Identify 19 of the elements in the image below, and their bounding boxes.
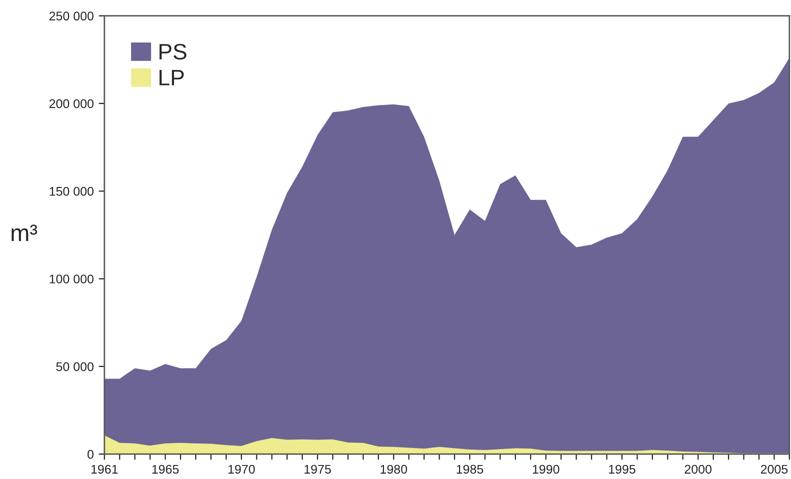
legend-label: PS — [160, 44, 186, 60]
x-tick-label: 2005 — [760, 464, 788, 474]
x-tick-label: 1970 — [228, 464, 255, 474]
x-tick-label: 1961 — [91, 464, 118, 474]
x-tick-label: 1980 — [380, 464, 408, 474]
y-tick-label: 250 000 — [49, 12, 94, 20]
y-tick-label: 150 000 — [50, 186, 94, 196]
x-tick-label: 1985 — [456, 464, 484, 474]
y-tick-label: 0 — [88, 450, 94, 459]
x-tick-label: 1990 — [532, 464, 560, 474]
x-tick-label: 1995 — [609, 464, 636, 474]
y-tick-label: 50 000 — [56, 362, 94, 372]
x-tick-label: 2000 — [684, 464, 712, 474]
legend-label: LP — [160, 70, 184, 86]
y-axis-title: m³ — [12, 224, 38, 242]
x-tick-label: 1965 — [152, 464, 179, 474]
x-tick-label: 1975 — [304, 464, 331, 474]
y-tick-label: 200 000 — [49, 99, 94, 108]
y-tick-label: 100 000 — [50, 274, 94, 284]
